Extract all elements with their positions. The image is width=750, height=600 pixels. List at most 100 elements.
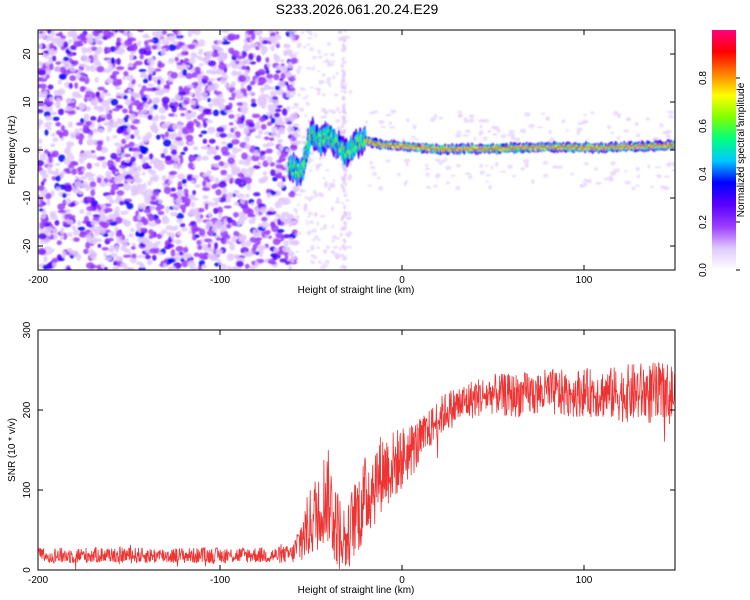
noise-blob bbox=[202, 138, 208, 144]
noise-blob bbox=[148, 39, 155, 43]
noise-blob bbox=[193, 52, 198, 58]
faint-blob bbox=[433, 113, 438, 119]
noise-blob bbox=[192, 146, 199, 151]
noise-blob bbox=[132, 215, 139, 222]
noise-blob bbox=[132, 189, 140, 196]
noise-blob bbox=[199, 228, 206, 237]
noise-blob bbox=[184, 192, 189, 198]
noise-blob bbox=[169, 193, 177, 198]
faint-blob bbox=[308, 230, 313, 233]
noise-blob bbox=[138, 153, 144, 160]
noise-blob bbox=[109, 252, 118, 258]
noise-blob bbox=[187, 43, 196, 50]
faint-blob bbox=[586, 178, 592, 184]
noise-blob bbox=[198, 133, 203, 138]
noise-blob bbox=[52, 137, 59, 143]
noise-blob bbox=[172, 204, 180, 210]
noise-blob bbox=[261, 87, 267, 91]
noise-blob bbox=[217, 212, 223, 220]
faint-blob bbox=[316, 221, 320, 226]
faint-blob bbox=[336, 236, 341, 240]
noise-blob bbox=[218, 161, 225, 167]
noise-blob bbox=[49, 63, 54, 71]
noise-blob bbox=[53, 89, 62, 97]
noise-blob bbox=[139, 262, 145, 269]
noise-blob bbox=[244, 143, 251, 151]
noise-blob bbox=[188, 57, 196, 64]
faint-blob bbox=[405, 118, 410, 123]
noise-blob bbox=[257, 69, 265, 75]
noise-blob bbox=[86, 138, 94, 146]
noise-blob bbox=[172, 41, 179, 45]
faint-blob bbox=[287, 201, 292, 204]
faint-blob bbox=[321, 93, 326, 97]
noise-blob bbox=[194, 184, 201, 188]
faint-blob bbox=[319, 227, 324, 231]
faint-blob bbox=[335, 119, 341, 123]
faint-blob bbox=[338, 253, 342, 257]
noise-blob bbox=[177, 91, 187, 96]
faint-blob bbox=[610, 161, 617, 166]
noise-blob bbox=[236, 102, 244, 107]
noise-blob bbox=[170, 187, 176, 192]
faint-blob bbox=[403, 158, 411, 163]
noise-blob bbox=[212, 197, 221, 202]
noise-blob bbox=[125, 178, 134, 183]
noise-blob bbox=[158, 88, 167, 94]
noise-blob bbox=[128, 109, 134, 115]
noise-blob bbox=[265, 148, 273, 154]
streak-blob bbox=[340, 217, 344, 222]
noise-blob bbox=[217, 40, 223, 45]
noise-blob bbox=[269, 114, 273, 120]
noise-blob bbox=[205, 119, 213, 124]
noise-blob bbox=[123, 95, 128, 100]
noise-blob bbox=[245, 240, 252, 248]
noise-blob bbox=[133, 100, 141, 107]
noise-blob bbox=[227, 33, 236, 41]
faint-blob bbox=[330, 249, 335, 255]
noise-blob bbox=[142, 35, 151, 39]
faint-blob bbox=[311, 68, 315, 71]
noise-blob bbox=[139, 141, 145, 146]
noise-blob bbox=[160, 133, 164, 138]
noise-blob bbox=[118, 164, 128, 169]
faint-blob bbox=[390, 109, 397, 114]
noise-blob bbox=[247, 213, 256, 218]
noise-blob bbox=[58, 154, 66, 163]
noise-blob bbox=[215, 248, 223, 255]
noise-blob bbox=[122, 108, 128, 114]
faint-blob bbox=[333, 93, 339, 97]
noise-blob bbox=[255, 251, 260, 256]
faint-blob bbox=[462, 134, 470, 137]
noise-blob bbox=[110, 57, 115, 65]
noise-blob bbox=[164, 155, 172, 161]
faint-blob bbox=[426, 185, 431, 190]
noise-blob bbox=[78, 76, 86, 82]
faint-blob bbox=[435, 158, 441, 163]
faint-blob bbox=[288, 264, 292, 268]
noise-blob bbox=[283, 240, 289, 246]
noise-blob bbox=[266, 210, 273, 216]
noise-blob bbox=[59, 133, 64, 139]
noise-blob bbox=[181, 178, 187, 185]
noise-blob bbox=[109, 245, 115, 252]
noise-blob bbox=[49, 234, 55, 240]
noise-blob bbox=[137, 83, 142, 88]
noise-blob bbox=[261, 155, 266, 160]
noise-blob bbox=[141, 171, 146, 176]
noise-blob bbox=[43, 124, 51, 128]
noise-blob bbox=[216, 126, 225, 133]
noise-blob bbox=[241, 65, 247, 70]
noise-blob bbox=[152, 189, 160, 198]
faint-blob bbox=[583, 162, 589, 166]
noise-blob bbox=[291, 240, 300, 246]
noise-blob bbox=[47, 84, 54, 90]
noise-blob bbox=[233, 201, 240, 206]
noise-blob bbox=[119, 210, 129, 216]
noise-blob bbox=[38, 138, 43, 144]
noise-blob bbox=[126, 74, 134, 82]
noise-blob bbox=[256, 161, 262, 166]
faint-blob bbox=[317, 87, 321, 93]
streak-blob bbox=[342, 177, 346, 182]
noise-blob bbox=[164, 131, 170, 138]
